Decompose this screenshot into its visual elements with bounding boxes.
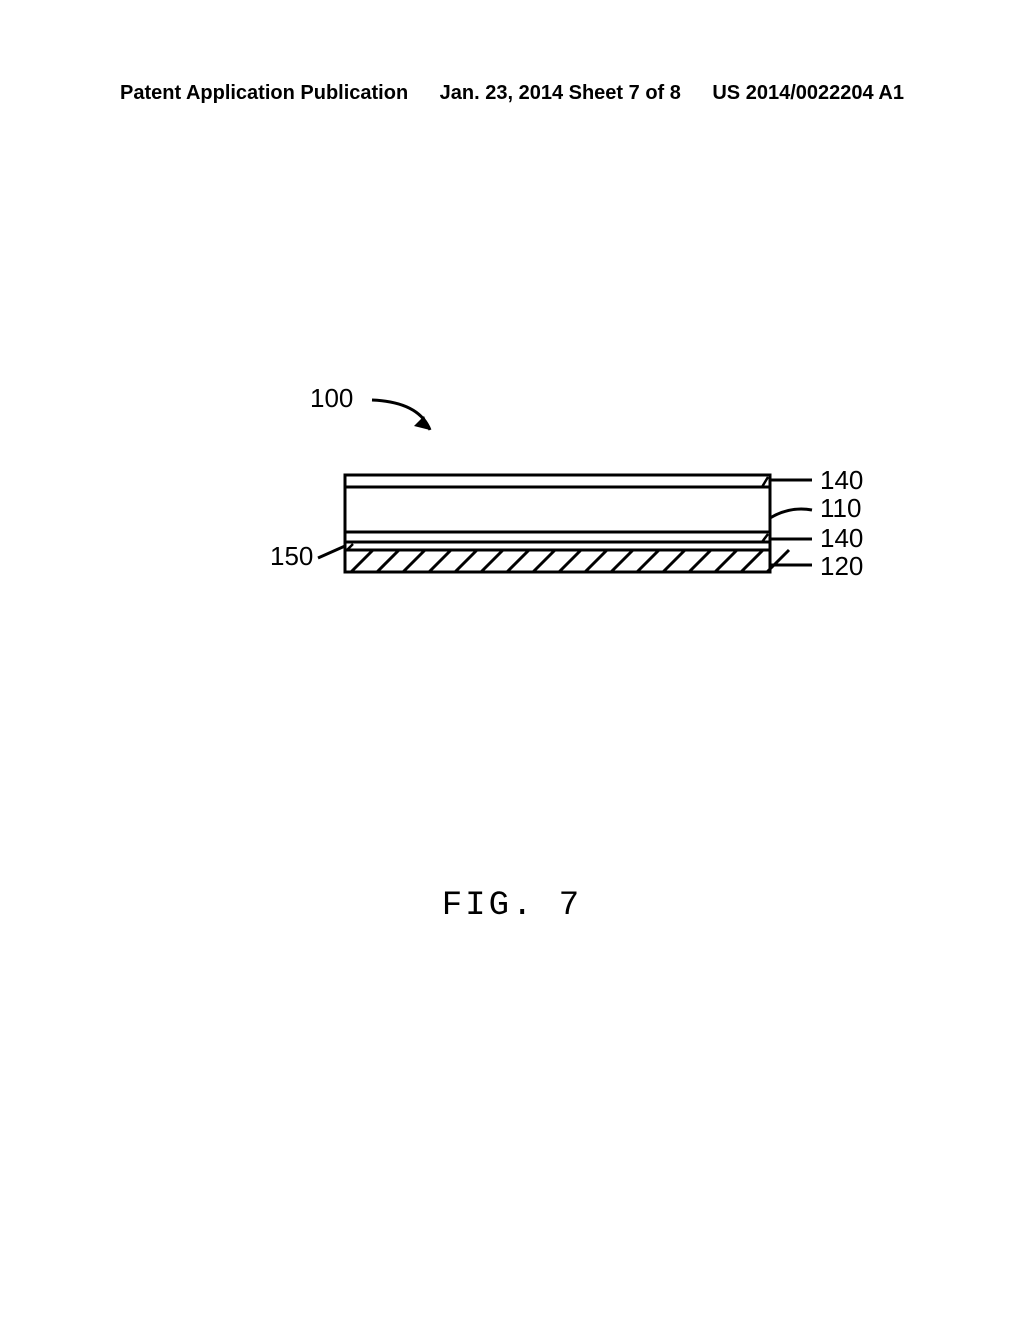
page-header: Patent Application Publication Jan. 23, …: [0, 82, 1024, 105]
header-left: Patent Application Publication: [120, 82, 408, 105]
page: Patent Application Publication Jan. 23, …: [0, 0, 1024, 1320]
ref-100-arrow: [372, 400, 430, 430]
ref-100-label: 100: [310, 383, 353, 414]
ref-120-label: 120: [820, 551, 863, 582]
ref-150-leader: [318, 546, 345, 558]
ref-150-label: 150: [270, 541, 313, 572]
ref-140-bot-label: 140: [820, 523, 863, 554]
leader-lines: [770, 480, 812, 565]
header-center: Jan. 23, 2014 Sheet 7 of 8: [440, 82, 681, 105]
figure-label: FIG. 7: [0, 887, 1024, 925]
layer-stack: [345, 475, 789, 572]
ref-140-top-label: 140: [820, 465, 863, 496]
layer-110: [345, 487, 770, 532]
header-right: US 2014/0022204 A1: [712, 82, 904, 105]
layer-140-top: [345, 475, 770, 487]
diagram-svg: [280, 380, 890, 600]
ref-110-label: 110: [820, 493, 861, 524]
diagram-container: 100 150 140 110 140 120: [280, 380, 890, 600]
